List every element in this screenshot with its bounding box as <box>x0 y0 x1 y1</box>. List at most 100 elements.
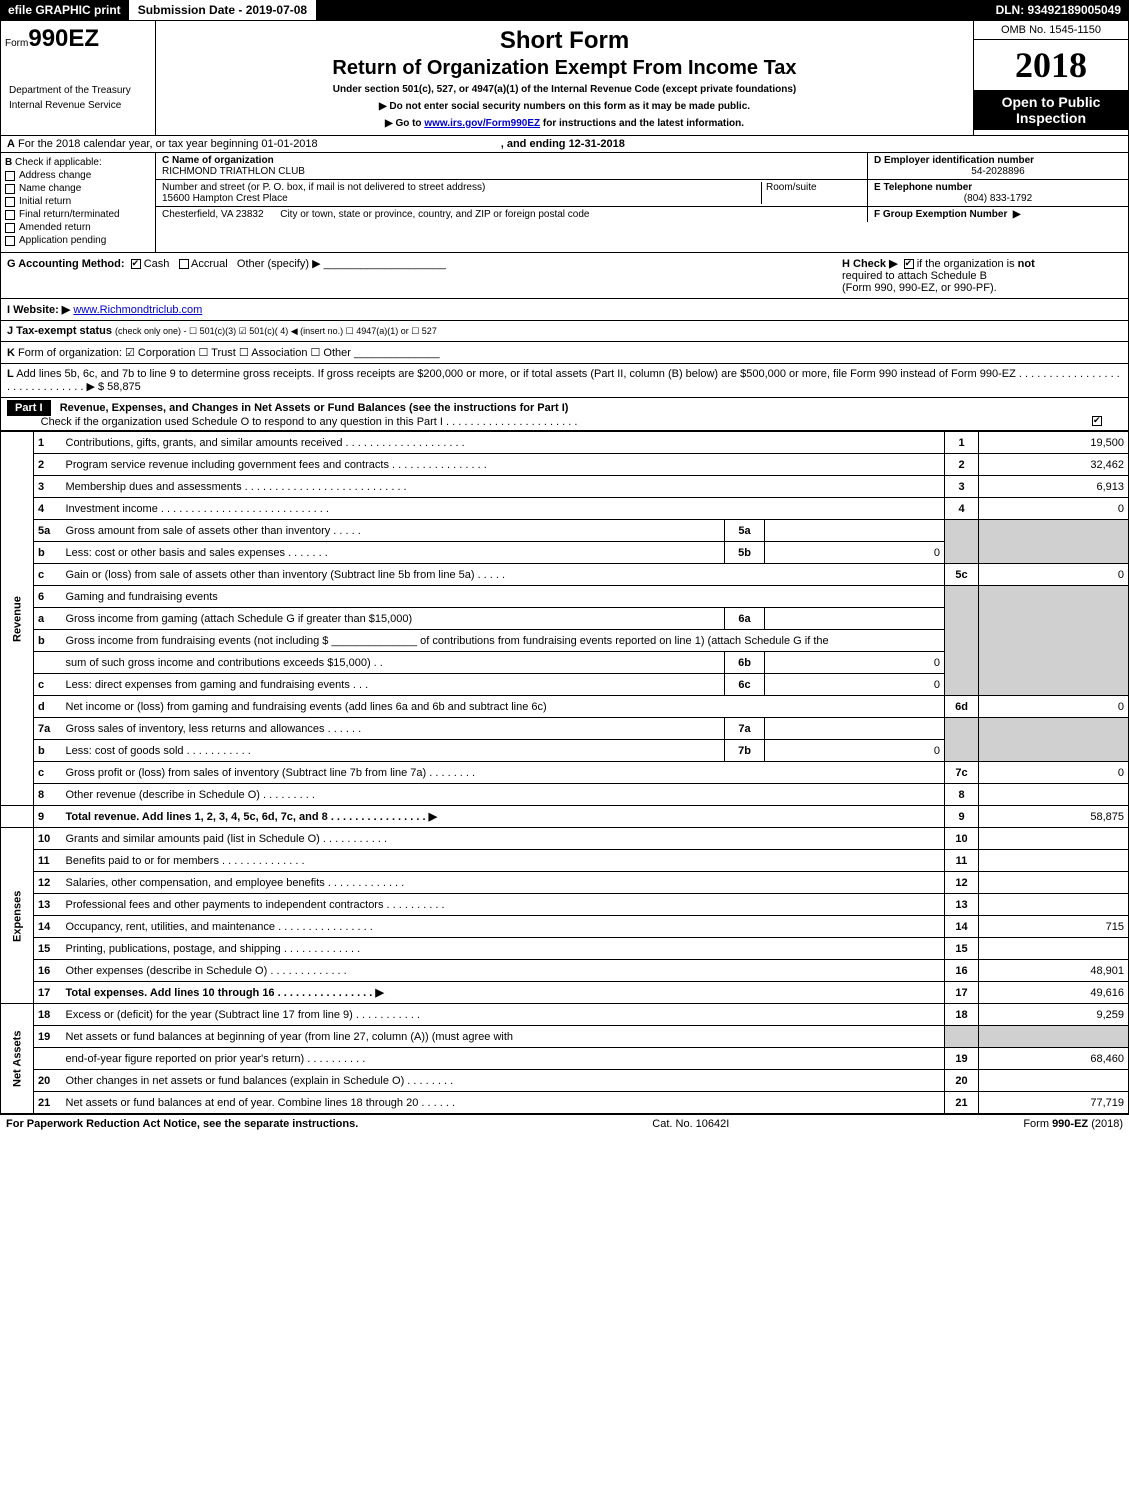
line-14: 14 Occupancy, rent, utilities, and maint… <box>1 916 1129 938</box>
accrual-checkbox[interactable] <box>179 259 189 269</box>
line-21-rnum: 21 <box>945 1092 979 1114</box>
line-13-rnum: 13 <box>945 894 979 916</box>
line-6-desc: Gaming and fundraising events <box>62 586 945 608</box>
website-link[interactable]: www.Richmondtriclub.com <box>73 304 202 316</box>
line-6d-num: d <box>34 696 62 718</box>
open-line1: Open to Public <box>978 94 1124 110</box>
line-16-rnum: 16 <box>945 960 979 982</box>
section-bcdef: B Check if applicable: Address change Na… <box>0 153 1129 253</box>
org-name: RICHMOND TRIATHLON CLUB <box>162 166 861 177</box>
line-7c-num: c <box>34 762 62 784</box>
k-label: K <box>7 347 15 359</box>
name-change-checkbox[interactable] <box>5 184 15 194</box>
line-5c-rval: 0 <box>979 564 1129 586</box>
final-return-checkbox[interactable] <box>5 210 15 220</box>
line-9-rval: 58,875 <box>979 806 1129 828</box>
e-label: E Telephone number <box>874 182 972 193</box>
line-8-desc: Other revenue (describe in Schedule O) .… <box>62 784 945 806</box>
h-label: H Check ▶ <box>842 258 898 270</box>
line-14-rnum: 14 <box>945 916 979 938</box>
efile-print-button[interactable]: efile GRAPHIC print <box>0 0 130 20</box>
h-check: H Check ▶ if the organization is not req… <box>842 257 1122 294</box>
line-5a-subval <box>765 520 945 542</box>
line-19-grey-val <box>979 1026 1129 1048</box>
b-label: B <box>5 157 12 168</box>
part-1-badge: Part I <box>7 400 51 416</box>
app-pending-checkbox[interactable] <box>5 236 15 246</box>
line-21: 21 Net assets or fund balances at end of… <box>1 1092 1129 1114</box>
address-change-checkbox[interactable] <box>5 171 15 181</box>
line-1-num: 1 <box>34 432 62 454</box>
j-label: J Tax-exempt status <box>7 325 112 337</box>
city-label: City or town, state or province, country… <box>280 209 589 220</box>
line-7b-subval: 0 <box>765 740 945 762</box>
line-7a-desc: Gross sales of inventory, less returns a… <box>62 718 725 740</box>
line-6b-num: b <box>34 630 62 652</box>
line-17: 17 Total expenses. Add lines 10 through … <box>1 982 1129 1004</box>
d-label: D Employer identification number <box>874 155 1034 166</box>
line-12-rval <box>979 872 1129 894</box>
c-label: C Name of organization <box>162 155 274 166</box>
line-20-num: 20 <box>34 1070 62 1092</box>
line-15: 15 Printing, publications, postage, and … <box>1 938 1129 960</box>
line-4-rnum: 4 <box>945 498 979 520</box>
line-8: 8 Other revenue (describe in Schedule O)… <box>1 784 1129 806</box>
line-5b-subnum: 5b <box>725 542 765 564</box>
header-center: Short Form Return of Organization Exempt… <box>156 21 973 135</box>
line-7c-rval: 0 <box>979 762 1129 784</box>
line-20-rnum: 20 <box>945 1070 979 1092</box>
line-6-grey-val <box>979 586 1129 696</box>
line-3-rval: 6,913 <box>979 476 1129 498</box>
line-16: 16 Other expenses (describe in Schedule … <box>1 960 1129 982</box>
initial-return-checkbox[interactable] <box>5 197 15 207</box>
line-13-num: 13 <box>34 894 62 916</box>
revenue-section-label: Revenue <box>1 432 34 806</box>
line-21-rval: 77,719 <box>979 1092 1129 1114</box>
line-7c: c Gross profit or (loss) from sales of i… <box>1 762 1129 784</box>
line-6a-desc: Gross income from gaming (attach Schedul… <box>62 608 725 630</box>
g-label: G Accounting Method: <box>7 258 125 270</box>
goto-note: ▶ Go to www.irs.gov/Form990EZ for instru… <box>162 118 967 129</box>
f-arrow-icon: ▶ <box>1013 209 1021 220</box>
room-suite: Room/suite <box>761 182 861 204</box>
h-checkbox[interactable] <box>904 259 914 269</box>
line-2: 2 Program service revenue including gove… <box>1 454 1129 476</box>
h-not: not <box>1018 258 1035 270</box>
footer-right: Form 990-EZ (2018) <box>1023 1118 1123 1130</box>
submission-date-label: Submission Date - 2019-07-08 <box>130 0 316 20</box>
line-17-desc: Total expenses. Add lines 10 through 16 … <box>62 982 945 1004</box>
street-value: 15600 Hampton Crest Place <box>162 193 761 204</box>
schedule-o-checkbox[interactable] <box>1092 416 1102 426</box>
h-text3: (Form 990, 990-EZ, or 990-PF). <box>842 282 997 294</box>
footer-left: For Paperwork Reduction Act Notice, see … <box>6 1118 358 1130</box>
line-19b-desc: end-of-year figure reported on prior yea… <box>62 1048 945 1070</box>
line-6-grey <box>945 586 979 696</box>
line-15-rval <box>979 938 1129 960</box>
c-org-name-cell: C Name of organization RICHMOND TRIATHLO… <box>156 153 868 179</box>
line-19-desc: Net assets or fund balances at beginning… <box>62 1026 945 1048</box>
line-13: 13 Professional fees and other payments … <box>1 894 1129 916</box>
g-accounting: G Accounting Method: Cash Accrual Other … <box>7 257 446 294</box>
line-12-num: 12 <box>34 872 62 894</box>
dept-treasury: Department of the Treasury <box>5 83 151 98</box>
part-1-subtitle: Check if the organization used Schedule … <box>41 416 578 428</box>
line-5a: 5a Gross amount from sale of assets othe… <box>1 520 1129 542</box>
amended-return-checkbox[interactable] <box>5 223 15 233</box>
line-6d-rval: 0 <box>979 696 1129 718</box>
line-6: 6 Gaming and fundraising events <box>1 586 1129 608</box>
line-5c-desc: Gain or (loss) from sale of assets other… <box>62 564 945 586</box>
line-5c-rnum: 5c <box>945 564 979 586</box>
form-number: 990EZ <box>28 25 99 52</box>
name-change-label: Name change <box>19 183 81 194</box>
line-8-num: 8 <box>34 784 62 806</box>
line-7a-subnum: 7a <box>725 718 765 740</box>
line-19b-num <box>34 1048 62 1070</box>
line-2-num: 2 <box>34 454 62 476</box>
accrual-label: Accrual <box>191 258 228 270</box>
line-11-rnum: 11 <box>945 850 979 872</box>
l-text: Add lines 5b, 6c, and 7b to line 9 to de… <box>7 368 1120 393</box>
cash-checkbox[interactable] <box>131 259 141 269</box>
k-text: Form of organization: ☑ Corporation ☐ Tr… <box>18 347 351 359</box>
line-13-rval <box>979 894 1129 916</box>
irs-link[interactable]: www.irs.gov/Form990EZ <box>424 118 540 129</box>
